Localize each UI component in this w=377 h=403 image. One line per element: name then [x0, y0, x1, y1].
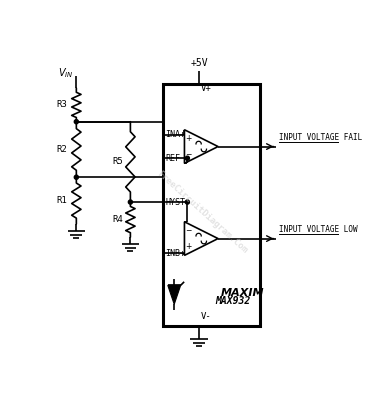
Text: −: −: [185, 226, 191, 235]
Text: FreeCircuitDiagram.Com: FreeCircuitDiagram.Com: [155, 169, 249, 255]
Text: INB+: INB+: [166, 249, 185, 258]
Text: MAX932: MAX932: [215, 296, 250, 306]
Text: INA+: INA+: [166, 130, 185, 139]
Circle shape: [185, 156, 189, 160]
Polygon shape: [168, 285, 181, 304]
Text: $V_{IN}$: $V_{IN}$: [58, 66, 74, 80]
Circle shape: [74, 175, 78, 179]
Text: REF: REF: [166, 154, 181, 163]
Text: INPUT VOLTAGE FAIL: INPUT VOLTAGE FAIL: [279, 133, 363, 142]
Text: R5: R5: [112, 158, 123, 166]
Text: V+: V+: [201, 83, 211, 93]
Text: R3: R3: [57, 100, 67, 109]
Text: INPUT VOLTAGE LOW: INPUT VOLTAGE LOW: [279, 225, 358, 234]
Text: R2: R2: [57, 145, 67, 154]
Text: +: +: [185, 242, 191, 251]
Text: MAXIM: MAXIM: [221, 288, 265, 298]
Text: −: −: [185, 150, 191, 159]
Bar: [162, 84, 261, 326]
Text: +: +: [185, 134, 191, 143]
Text: HYST: HYST: [166, 197, 185, 207]
Circle shape: [128, 200, 132, 204]
Circle shape: [185, 200, 189, 204]
Text: V-: V-: [201, 312, 211, 320]
Text: +5V: +5V: [190, 58, 208, 68]
Text: R4: R4: [112, 215, 123, 224]
Text: R1: R1: [57, 196, 67, 205]
Circle shape: [74, 120, 78, 124]
